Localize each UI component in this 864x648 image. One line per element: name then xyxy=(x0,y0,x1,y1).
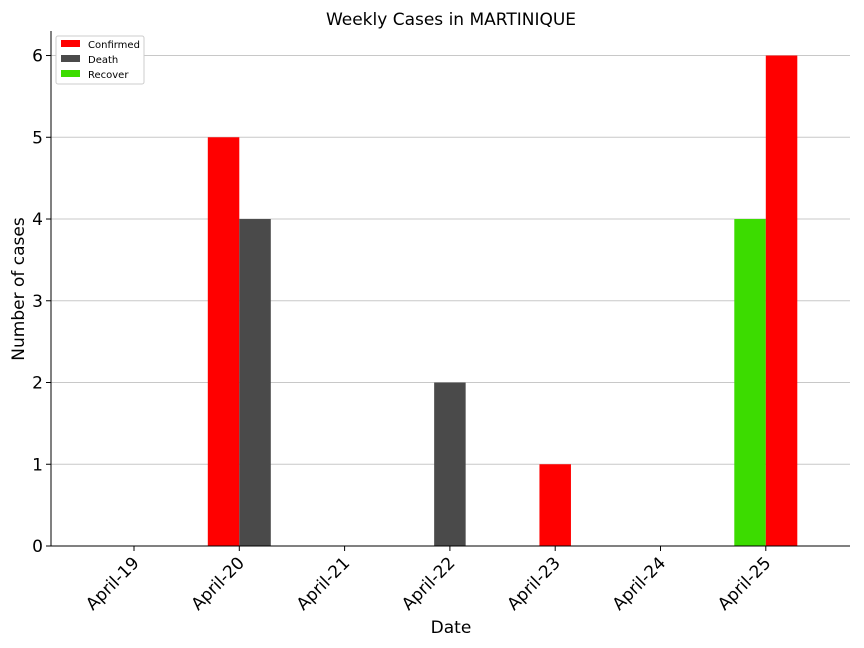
legend: Confirmed Death Recover xyxy=(55,35,145,85)
y-tick-label: 4 xyxy=(32,210,43,230)
y-tick-label: 6 xyxy=(32,47,43,67)
x-ticks: April-19 April-20 April-21 April-22 April-23… xyxy=(82,546,775,615)
y-axis-label: Number of cases xyxy=(9,217,29,361)
x-tick-label: April-23 xyxy=(503,553,564,614)
chart-title: Weekly Cases in MARTINIQUE xyxy=(326,10,576,30)
x-tick-label: April-24 xyxy=(609,553,670,614)
legend-label-confirmed: Confirmed xyxy=(88,40,140,51)
y-tick-label: 5 xyxy=(32,128,43,148)
x-tick-label: April-20 xyxy=(188,553,249,614)
legend-label-recover: Recover xyxy=(88,70,129,81)
bars-group xyxy=(207,55,798,547)
y-tick-label: 0 xyxy=(32,537,43,557)
bar-recover xyxy=(734,219,766,546)
bar-death xyxy=(239,219,271,546)
x-tick-label: April-25 xyxy=(714,553,775,614)
bar-death xyxy=(434,382,466,546)
legend-swatch-death xyxy=(61,55,80,62)
gridlines xyxy=(51,55,850,465)
bar-confirmed xyxy=(539,464,571,546)
x-tick-label: April-21 xyxy=(293,553,354,614)
y-tick-label: 3 xyxy=(32,292,43,312)
legend-label-death: Death xyxy=(88,55,118,66)
y-tick-label: 1 xyxy=(32,455,43,475)
y-tick-label: 2 xyxy=(32,374,43,394)
y-ticks: 0 1 2 3 4 5 6 xyxy=(32,47,51,557)
x-axis-label: Date xyxy=(431,618,472,638)
x-tick-label: April-22 xyxy=(398,553,459,614)
bar-confirmed xyxy=(207,137,240,546)
bar-confirmed xyxy=(765,55,798,547)
legend-swatch-recover xyxy=(61,70,80,77)
legend-swatch-confirmed xyxy=(61,40,80,47)
x-tick-label: April-19 xyxy=(82,553,143,614)
